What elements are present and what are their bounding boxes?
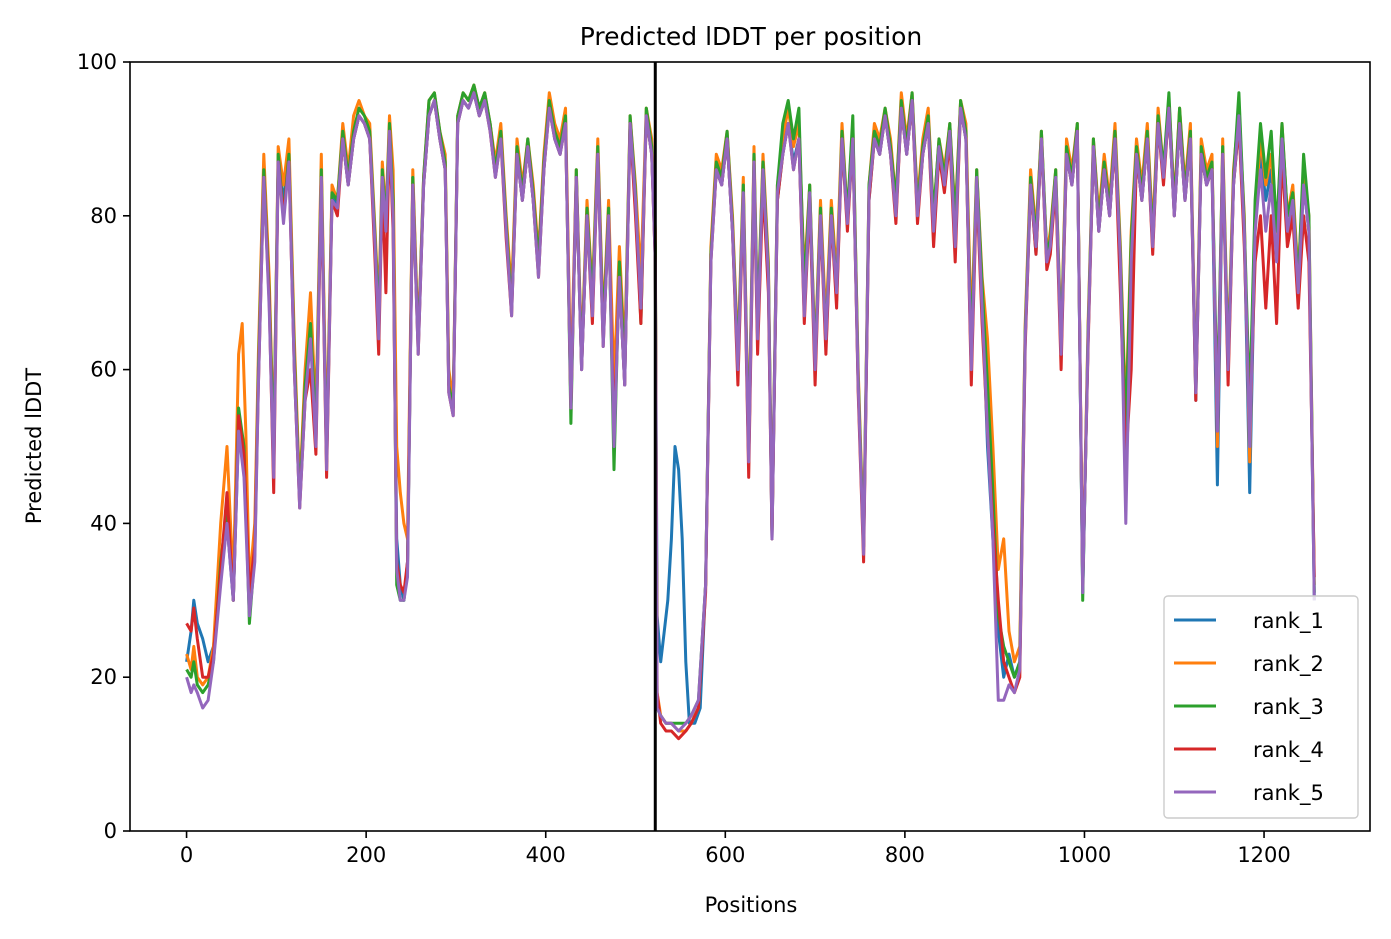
y-tick-label: 0 — [104, 819, 117, 843]
x-tick-label: 1000 — [1058, 843, 1111, 867]
y-axis-label: Predicted lDDT — [22, 368, 46, 524]
x-tick-label: 400 — [526, 843, 566, 867]
x-tick-label: 1200 — [1237, 843, 1290, 867]
x-tick-label: 0 — [180, 843, 193, 867]
legend-label-rank-5: rank_5 — [1253, 781, 1324, 806]
x-tick-label: 200 — [346, 843, 386, 867]
series-line-rank-5 — [185, 91, 1316, 733]
legend-label-rank-2: rank_2 — [1253, 652, 1324, 677]
legend: rank_1 rank_2 rank_3 rank_4 rank_5 — [1163, 595, 1359, 819]
legend-label-rank-3: rank_3 — [1253, 695, 1324, 720]
y-tick-label: 100 — [77, 50, 117, 74]
plot-frame — [129, 61, 1371, 832]
x-axis-label: Positions — [705, 893, 798, 917]
plot-area — [185, 83, 1316, 741]
y-tick-label: 20 — [90, 665, 117, 689]
x-axis-ticks: 0 200 400 600 800 1000 1200 — [180, 831, 1291, 867]
y-tick-label: 80 — [90, 204, 117, 228]
series-lines — [185, 83, 1316, 741]
chart-title: Predicted lDDT per position — [580, 22, 922, 51]
y-tick-label: 60 — [90, 358, 117, 382]
x-tick-label: 600 — [705, 843, 745, 867]
legend-label-rank-1: rank_1 — [1253, 609, 1324, 634]
x-tick-label: 800 — [885, 843, 925, 867]
y-axis-ticks: 0 20 40 60 80 100 — [77, 50, 130, 843]
legend-box — [1163, 595, 1359, 819]
legend-label-rank-4: rank_4 — [1253, 738, 1324, 763]
y-tick-label: 40 — [90, 511, 117, 535]
